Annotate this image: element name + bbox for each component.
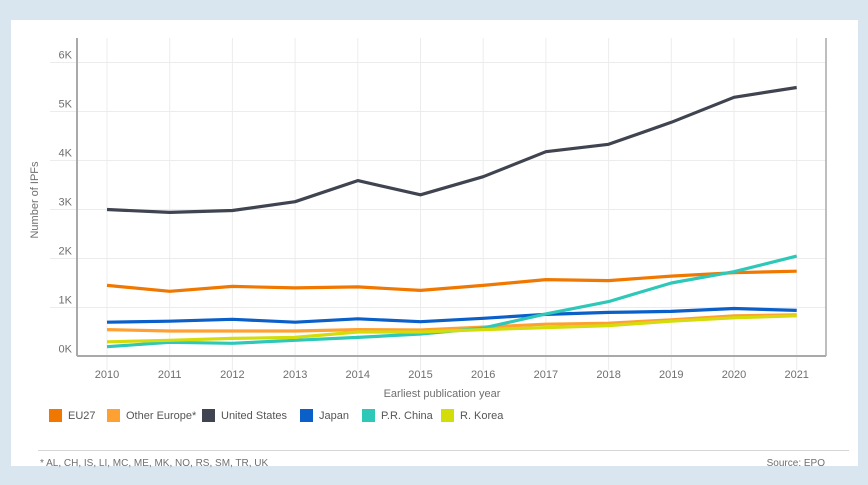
x-tick-label: 2011 <box>158 369 182 381</box>
x-tick-label: 2010 <box>95 369 119 381</box>
x-tick-label: 2019 <box>659 369 683 381</box>
footer-divider <box>38 450 849 451</box>
legend-swatch <box>107 409 120 422</box>
x-tick-label: 2018 <box>596 369 620 381</box>
x-tick-label: 2015 <box>408 369 432 381</box>
y-tick-label: 4K <box>59 148 73 160</box>
y-tick-label: 1K <box>59 295 73 307</box>
footnote: * AL, CH, IS, LI, MC, ME, MK, NO, RS, SM… <box>40 458 269 469</box>
x-tick-label: 2012 <box>220 369 244 381</box>
legend-label: Japan <box>319 409 349 422</box>
series-line-other-europe <box>106 313 797 333</box>
y-tick-label: 2K <box>59 246 73 258</box>
y-tick-label: 0K <box>59 344 73 356</box>
y-axis-title: Number of IPFs <box>29 161 41 239</box>
line-chart: 0K 1K 2K 3K 4K 5K 6K 2010 2011 2012 2013 2014 2015 20… <box>29 38 827 400</box>
legend-item: R. Korea <box>441 409 503 422</box>
legend-item: Other Europe* <box>107 409 196 422</box>
legend-item: EU27 <box>49 409 96 422</box>
x-tick-label: 2020 <box>722 369 746 381</box>
y-tick-label: 3K <box>59 197 73 209</box>
series-lines <box>106 85 798 349</box>
legend-swatch <box>362 409 375 422</box>
tick-labels: 0K 1K 2K 3K 4K 5K 6K 2010 2011 2012 2013 2014 2015 20… <box>59 50 809 382</box>
legend-label: R. Korea <box>460 409 504 422</box>
legend-label: P.R. China <box>381 409 433 422</box>
y-tick-label: 5K <box>59 99 73 111</box>
series-line-p-r-china <box>106 254 798 349</box>
axes <box>76 38 827 357</box>
y-tick-label: 6K <box>59 50 73 62</box>
series-line-r-korea <box>106 314 797 344</box>
series-line-japan <box>106 306 797 324</box>
legend-label: EU27 <box>68 409 96 422</box>
x-tick-label: 2017 <box>534 369 558 381</box>
x-tick-label: 2016 <box>471 369 495 381</box>
legend-label: United States <box>221 409 288 422</box>
x-tick-label: 2021 <box>784 369 808 381</box>
x-axis-title: Earliest publication year <box>384 388 501 400</box>
x-tick-label: 2013 <box>283 369 307 381</box>
series-line-united-states <box>106 85 797 214</box>
legend-item: P.R. China <box>362 409 433 422</box>
legend-swatch <box>49 409 62 422</box>
legend-item: United States <box>202 409 287 422</box>
legend-swatch <box>202 409 215 422</box>
legend-item: Japan <box>300 409 349 422</box>
legend-swatch <box>441 409 454 422</box>
legend-label: Other Europe* <box>126 409 197 422</box>
source-note: Source: EPO <box>766 458 825 469</box>
x-tick-label: 2014 <box>346 369 370 381</box>
legend-swatch <box>300 409 313 422</box>
series-line-eu27 <box>106 269 797 293</box>
chart-card: 0K 1K 2K 3K 4K 5K 6K 2010 2011 2012 2013 2014 2015 20… <box>11 20 858 469</box>
